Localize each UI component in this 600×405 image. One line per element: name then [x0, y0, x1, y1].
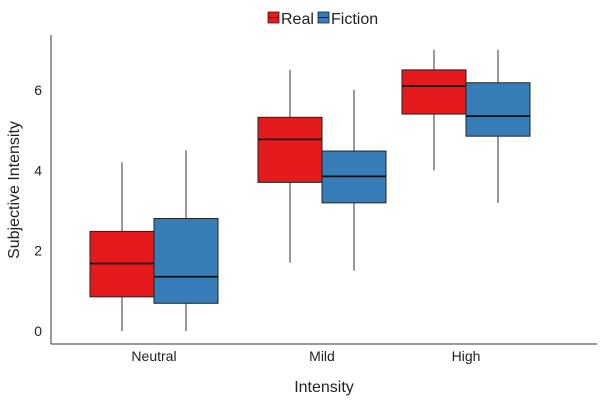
box-fiction-high	[465, 49, 531, 203]
box-fiction-mild	[321, 89, 387, 271]
y-tick-label: 2	[34, 243, 42, 259]
box-body	[153, 218, 219, 304]
x-axis-title: Intensity	[294, 379, 354, 396]
box-body	[401, 69, 467, 115]
legend-label-fiction: Fiction	[331, 11, 378, 28]
box-fiction-neutral	[153, 150, 219, 331]
x-tick-label: High	[452, 348, 481, 364]
x-tick-label: Mild	[309, 348, 335, 364]
y-tick-label: 0	[34, 323, 42, 339]
legend-label-real: Real	[281, 11, 314, 28]
legend: Real Fiction	[267, 11, 378, 28]
y-tick-label: 4	[34, 162, 42, 178]
y-axis-title: Subjective Intensity	[6, 121, 23, 259]
box-body	[465, 82, 531, 137]
box-real-neutral	[89, 162, 155, 331]
x-tick-label: Neutral	[131, 348, 176, 364]
box-real-high	[401, 49, 467, 171]
y-tick-label: 6	[34, 82, 42, 98]
box-real-mild	[257, 69, 323, 263]
box-body	[257, 116, 323, 183]
